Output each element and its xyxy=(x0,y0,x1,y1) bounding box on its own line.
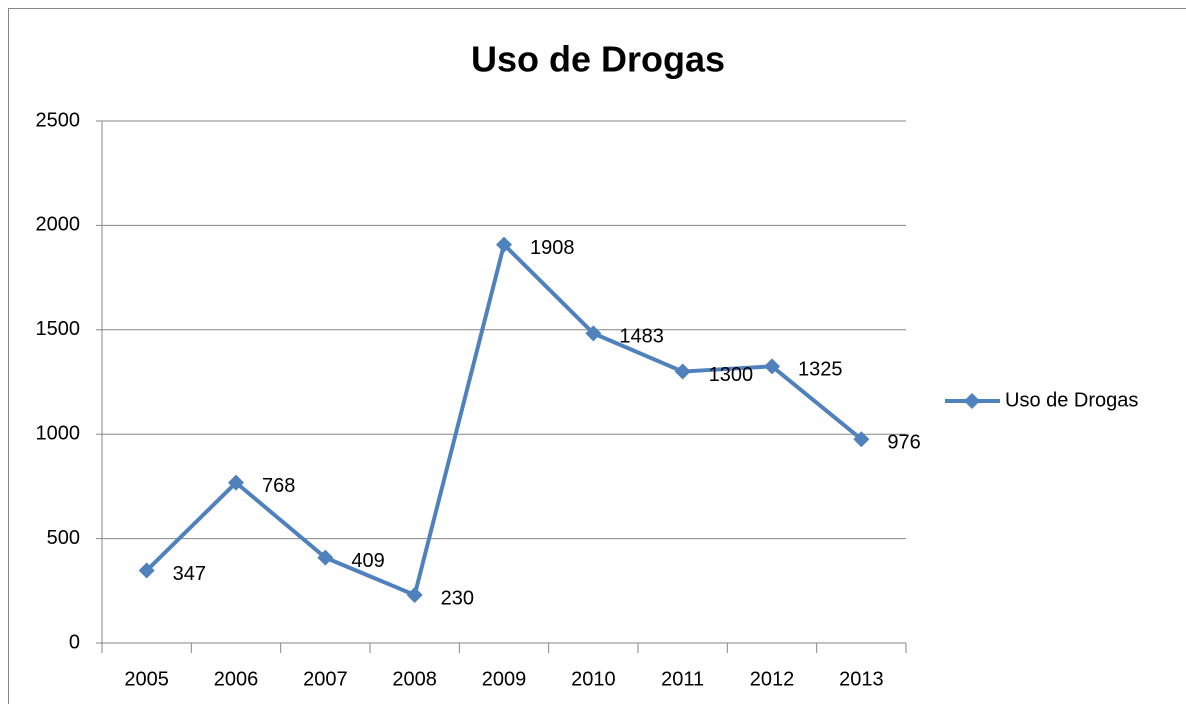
x-tick-label: 2009 xyxy=(482,668,527,690)
data-label: 1908 xyxy=(530,237,575,259)
x-tick-label: 2013 xyxy=(839,668,884,690)
marker xyxy=(764,358,780,375)
x-tick-label: 2006 xyxy=(214,668,259,690)
legend-marker xyxy=(964,393,980,409)
marker xyxy=(496,236,512,253)
marker xyxy=(585,325,602,342)
x-tick-label: 2011 xyxy=(661,668,704,690)
x-tick-label: 2012 xyxy=(750,668,795,690)
y-tick-label: 2000 xyxy=(36,214,81,236)
y-tick-label: 2500 xyxy=(36,109,81,131)
data-label: 409 xyxy=(351,550,384,572)
x-tick-label: 2008 xyxy=(392,668,437,690)
marker xyxy=(406,586,423,603)
data-label: 976 xyxy=(887,431,920,453)
marker xyxy=(853,431,870,448)
data-label: 347 xyxy=(173,563,206,585)
y-tick-label: 500 xyxy=(47,527,80,549)
data-label: 1483 xyxy=(619,326,664,348)
marker xyxy=(317,549,334,566)
x-tick-label: 2010 xyxy=(571,668,616,690)
marker xyxy=(228,474,244,491)
y-tick-label: 1000 xyxy=(36,422,81,444)
legend-label: Uso de Drogas xyxy=(1005,389,1138,411)
marker xyxy=(674,363,691,380)
data-label: 1300 xyxy=(709,364,754,386)
data-label: 1325 xyxy=(798,359,843,381)
data-label: 230 xyxy=(441,587,474,609)
x-tick-label: 2007 xyxy=(303,668,348,690)
x-tick-label: 2005 xyxy=(124,668,169,690)
y-tick-label: 1500 xyxy=(36,318,81,340)
data-label: 768 xyxy=(262,475,295,497)
marker xyxy=(138,562,155,579)
y-tick-label: 0 xyxy=(69,631,80,653)
chart-border xyxy=(8,8,1186,704)
chart-title: Uso de Drogas xyxy=(471,39,725,80)
